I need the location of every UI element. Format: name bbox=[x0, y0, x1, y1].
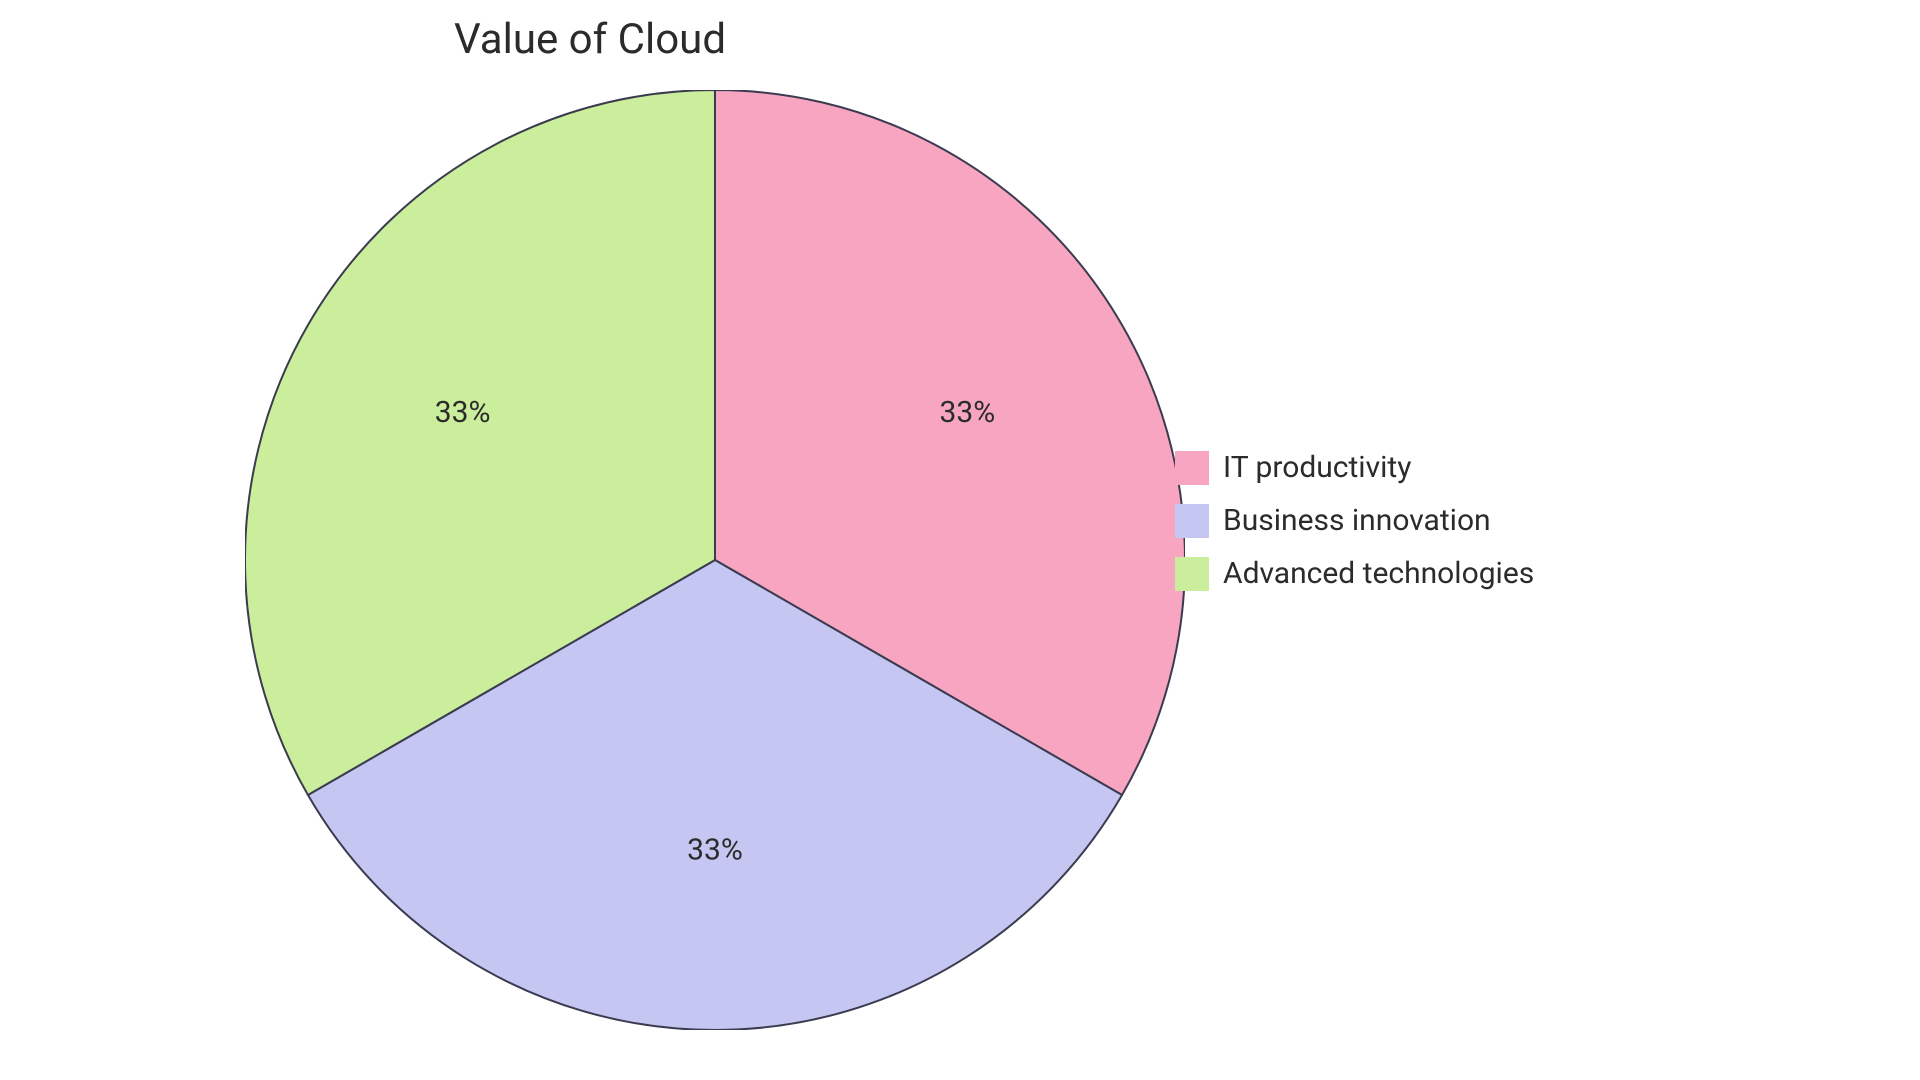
chart-title: Value of Cloud bbox=[0, 15, 1180, 64]
legend-item: Advanced technologies bbox=[1175, 556, 1534, 591]
pie-chart: 33% 33% 33% bbox=[245, 90, 1185, 1034]
legend-swatch bbox=[1175, 451, 1209, 485]
legend-swatch bbox=[1175, 504, 1209, 538]
legend-label: Business innovation bbox=[1223, 503, 1491, 538]
chart-container: Value of Cloud 33% 33% 33% IT productivity… bbox=[0, 0, 1920, 1080]
legend-item: IT productivity bbox=[1175, 450, 1534, 485]
legend-swatch bbox=[1175, 557, 1209, 591]
slice-percent-label: 33% bbox=[940, 395, 996, 430]
slice-percent-label: 33% bbox=[435, 395, 491, 430]
chart-legend: IT productivity Business innovation Advanc… bbox=[1175, 450, 1534, 591]
legend-label: Advanced technologies bbox=[1223, 556, 1534, 591]
legend-label: IT productivity bbox=[1223, 450, 1411, 485]
slice-percent-label: 33% bbox=[687, 832, 743, 867]
legend-item: Business innovation bbox=[1175, 503, 1534, 538]
